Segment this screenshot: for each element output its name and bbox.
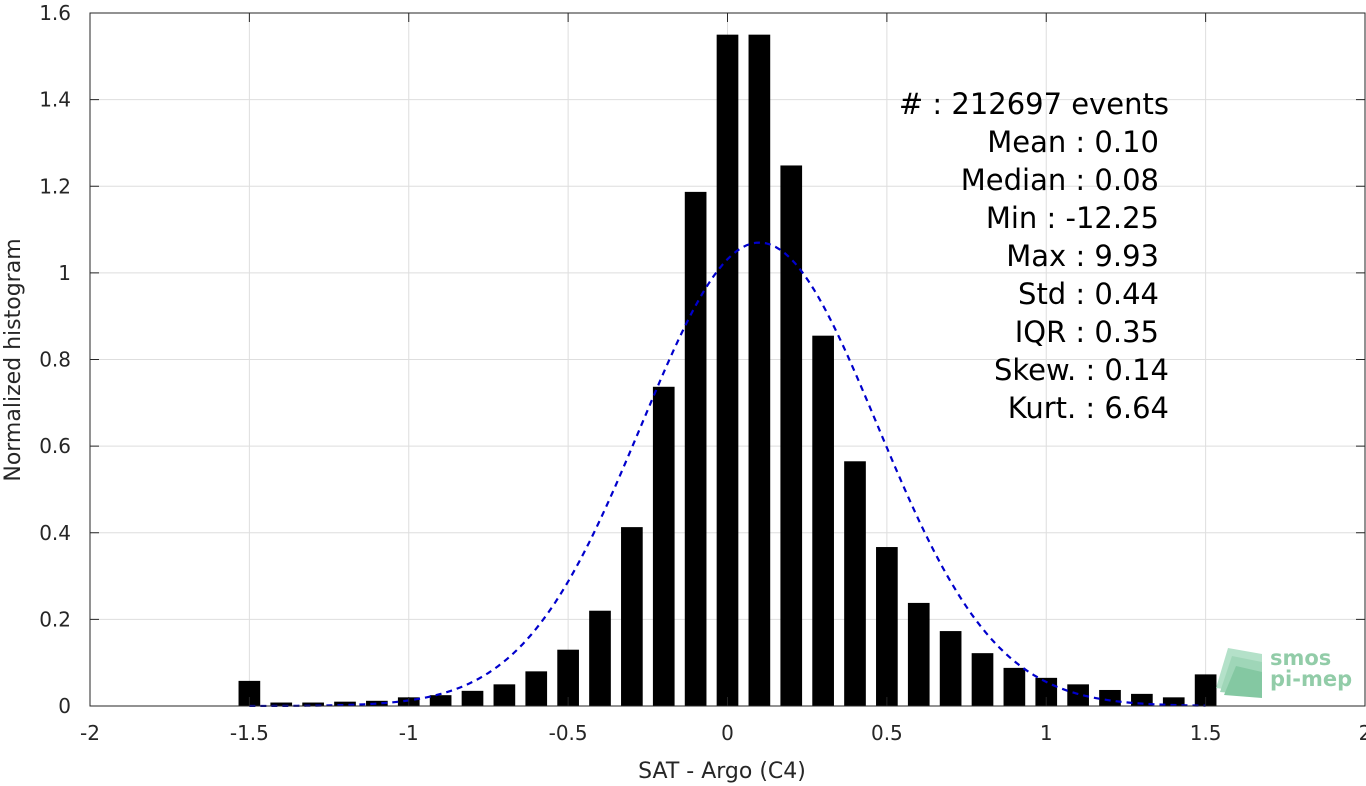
y-tick-label: 1.2	[39, 174, 71, 198]
histogram-bar	[621, 527, 643, 706]
x-tick-label: -2	[80, 721, 100, 745]
histogram-bar	[748, 34, 771, 706]
x-tick-label: -1	[399, 721, 419, 745]
stat-iqr: IQR : 0.35	[1015, 315, 1159, 349]
y-tick-label: 0.6	[39, 434, 71, 458]
logo-line-2: pi-mep	[1270, 667, 1352, 691]
y-tick-label: 0	[58, 694, 71, 718]
stat-events: # : 212697 events	[899, 87, 1169, 121]
histogram-bar	[1131, 693, 1153, 706]
histogram-bar	[1035, 677, 1058, 706]
histogram-bar	[812, 335, 834, 706]
histogram-bar	[557, 649, 579, 706]
histogram-bar	[334, 701, 356, 706]
stat-median: Median : 0.08	[961, 163, 1159, 197]
stats-box: # : 212697 events Mean : 0.10 Median : 0…	[899, 87, 1169, 425]
x-tick-label: 0	[721, 721, 734, 745]
histogram-bar	[366, 700, 388, 706]
histogram-bar	[461, 690, 484, 706]
histogram-bar	[589, 610, 611, 706]
x-tick-label: -0.5	[549, 721, 588, 745]
histogram-bar	[939, 631, 962, 706]
y-tick-label: 0.8	[39, 348, 71, 372]
stat-max: Max : 9.93	[1006, 239, 1159, 273]
y-tick-label: 0.4	[39, 521, 71, 545]
histogram-bar	[716, 34, 739, 706]
histogram-bar	[684, 191, 707, 707]
histogram-bar	[876, 547, 898, 706]
histogram-bar	[302, 702, 324, 706]
bars	[238, 34, 1217, 707]
histogram-bar	[429, 695, 452, 706]
x-tick-label: 1.5	[1190, 721, 1222, 745]
y-tick-label: 0.2	[39, 607, 71, 631]
x-tick-labels: -2 -1.5 -1 -0.5 0 0.5 1 1.5 2	[80, 721, 1366, 745]
y-axis-label: Normalized histogram	[1, 238, 26, 481]
histogram-bar	[844, 461, 866, 706]
histogram-bar	[270, 702, 293, 706]
ticks	[89, 12, 1366, 707]
stat-min: Min : -12.25	[986, 201, 1159, 235]
histogram-bar	[971, 653, 994, 706]
x-tick-label: 0.5	[871, 721, 903, 745]
histogram-bar	[238, 680, 261, 706]
histogram-bar	[652, 386, 675, 706]
y-tick-label: 1.6	[39, 1, 71, 25]
histogram-bar	[1067, 684, 1089, 706]
histogram-bar	[1003, 667, 1026, 706]
histogram-bar	[1099, 689, 1121, 706]
histogram-bar	[493, 684, 516, 706]
y-tick-label: 1.4	[39, 88, 71, 112]
histogram-bar	[1194, 674, 1217, 706]
y-tick-labels: 0 0.2 0.4 0.6 0.8 1 1.2 1.4 1.6	[39, 1, 71, 718]
y-tick-label: 1	[58, 261, 71, 285]
x-tick-label: -1.5	[230, 721, 269, 745]
histogram-bar	[780, 165, 803, 706]
stat-std: Std : 0.44	[1018, 277, 1159, 311]
smos-pi-mep-logo: smos pi-mep	[1216, 646, 1352, 698]
stat-kurt: Kurt. : 6.64	[1008, 391, 1169, 425]
logo-icon	[1216, 648, 1262, 698]
histogram-bar	[907, 602, 930, 706]
x-tick-label: 1	[1040, 721, 1053, 745]
histogram-bar	[1162, 697, 1185, 706]
stat-skew: Skew. : 0.14	[994, 353, 1169, 387]
logo-line-1: smos	[1270, 646, 1331, 670]
stat-mean: Mean : 0.10	[987, 125, 1159, 159]
x-axis-label: SAT - Argo (C4)	[638, 759, 806, 784]
histogram-bar	[525, 671, 548, 706]
x-tick-label: 2	[1359, 721, 1366, 745]
